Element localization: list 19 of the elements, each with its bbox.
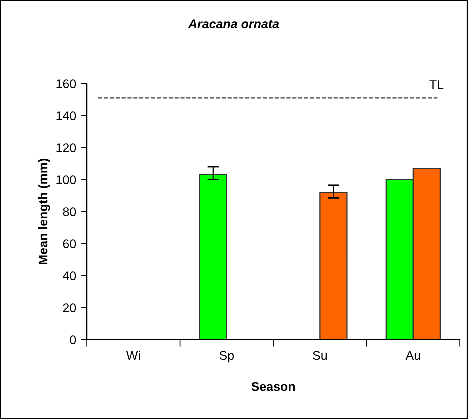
chart-title: Aracana ornata bbox=[188, 20, 280, 28]
bar bbox=[199, 174, 228, 340]
y-tick-label: 120 bbox=[56, 144, 76, 152]
y-tick-label: 140 bbox=[56, 112, 76, 120]
x-tick-label: Wi bbox=[126, 350, 140, 360]
y-tick-label: 160 bbox=[56, 80, 76, 88]
x-tick-label: Au bbox=[406, 351, 420, 360]
y-axis-title: Mean length (mm) bbox=[38, 158, 50, 264]
y-tick-label: 0 bbox=[70, 336, 76, 344]
x-axis-title: Season bbox=[252, 382, 296, 392]
y-tick-label: 40 bbox=[63, 272, 76, 280]
y-tick-label: 80 bbox=[63, 208, 76, 216]
ref-line-label: TL bbox=[430, 80, 444, 90]
bar bbox=[320, 192, 348, 340]
y-tick-label: 100 bbox=[56, 176, 76, 184]
x-tick-label: Su bbox=[313, 351, 327, 360]
y-tick-label: 60 bbox=[63, 240, 76, 248]
x-tick-label: Sp bbox=[220, 351, 234, 363]
y-tick-label: 20 bbox=[63, 304, 76, 312]
